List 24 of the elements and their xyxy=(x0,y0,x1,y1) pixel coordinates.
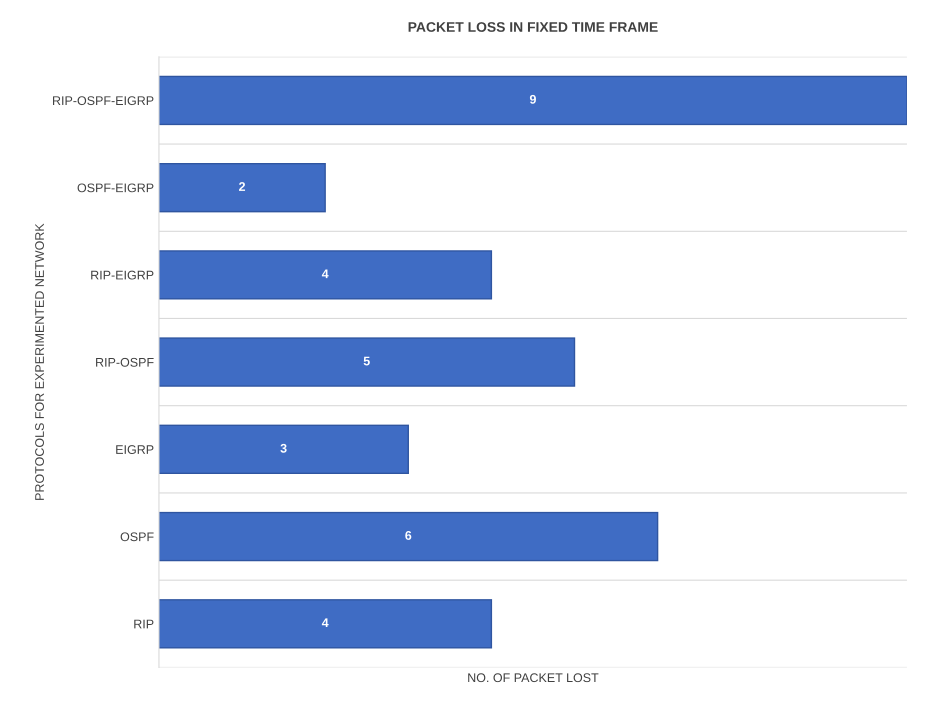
data-label: 9 xyxy=(530,94,536,104)
y-tick-label: OSPF xyxy=(120,532,154,542)
chart-title: PACKET LOSS IN FIXED TIME FRAME xyxy=(408,22,658,32)
bar xyxy=(158,76,907,126)
data-label: 3 xyxy=(280,444,287,453)
y-tick-label: EIGRP xyxy=(116,445,154,454)
y-tick-label: OSPF-EIGRP xyxy=(78,183,154,192)
y-tick-label: RIP-OSPF xyxy=(96,358,154,367)
y-axis-title: PROTOCOLS FOR EXPERIMENTED NETWORK xyxy=(35,223,44,500)
data-label: 5 xyxy=(364,356,370,366)
y-tick-label: RIP-OSPF-EIGRP xyxy=(53,96,154,106)
data-label: 6 xyxy=(405,531,412,540)
bar xyxy=(158,337,576,387)
y-tick-label: RIP xyxy=(134,620,154,628)
data-label: 4 xyxy=(322,618,329,628)
data-label: 4 xyxy=(322,270,329,278)
bar xyxy=(158,424,409,474)
y-tick-label: RIP-EIGRP xyxy=(91,270,154,280)
data-label: 2 xyxy=(239,182,246,191)
bar xyxy=(158,250,492,300)
bar xyxy=(158,599,492,648)
x-axis-title: NO. OF PACKET LOST xyxy=(468,673,598,682)
bar xyxy=(158,512,658,562)
bar xyxy=(158,162,326,212)
